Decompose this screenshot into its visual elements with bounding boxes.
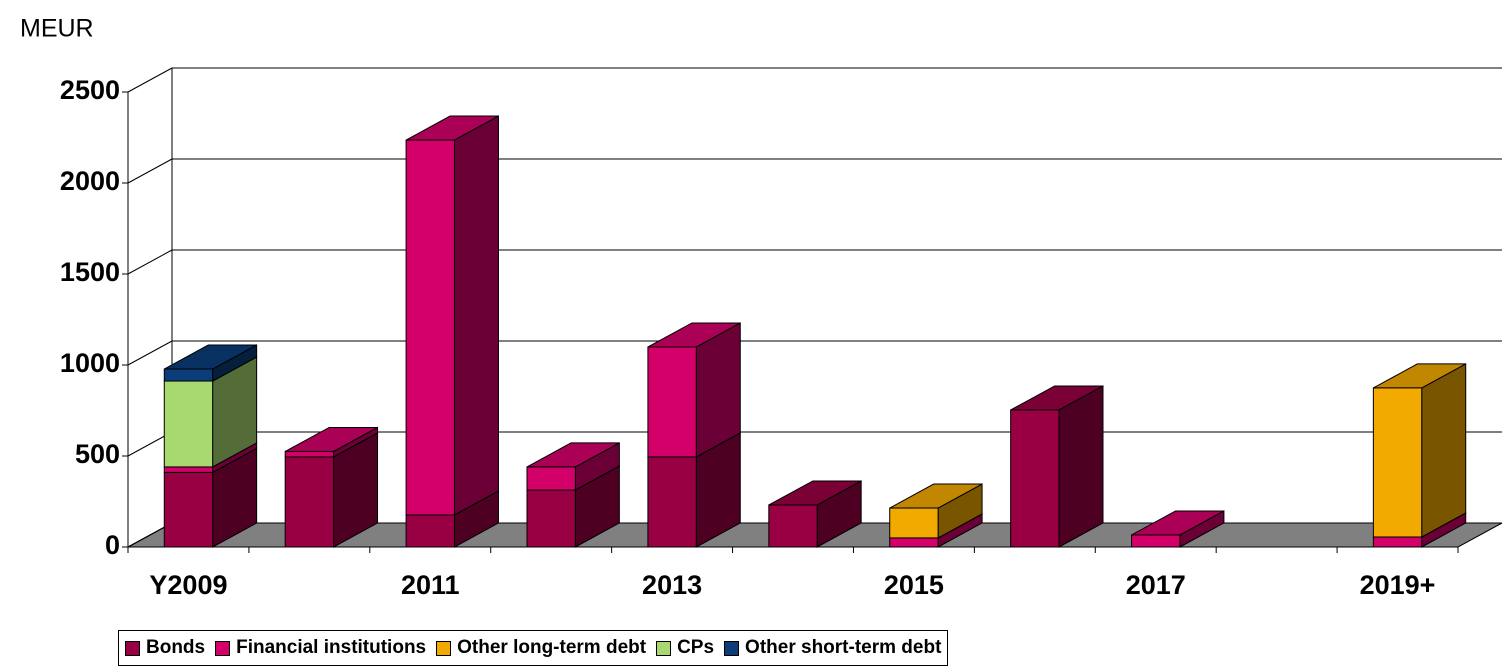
legend-swatch	[125, 640, 140, 656]
bar	[163, 466, 214, 473]
x-tick-label: 2019+	[1360, 570, 1436, 600]
bar	[1372, 387, 1423, 538]
x-tick-label: Y2009	[149, 570, 227, 600]
y-tick-label: 1500	[60, 257, 120, 287]
bar	[405, 139, 455, 516]
bar	[889, 507, 939, 539]
legend-item: Financial institutions	[215, 637, 426, 659]
x-tick-label: 2015	[884, 570, 944, 600]
side-grid	[127, 158, 173, 184]
legend: Bonds Financial institutions Other long-te…	[118, 630, 949, 666]
side-grid	[127, 340, 173, 366]
legend-label: CPs	[677, 637, 715, 658]
bar	[284, 450, 335, 458]
legend-label: Other short-term debt	[745, 637, 942, 658]
legend-label: Other long-term debt	[457, 637, 647, 658]
bar	[526, 489, 576, 548]
y-tick-label: 2000	[60, 166, 120, 196]
x-tick-label: 2011	[401, 570, 460, 600]
bar	[1372, 536, 1423, 548]
bar	[889, 537, 939, 548]
x-tick-label: 2017	[1126, 570, 1186, 600]
legend-swatch	[436, 640, 452, 656]
bar	[647, 346, 697, 458]
bar-side	[1058, 385, 1104, 548]
bar	[768, 504, 818, 548]
chart: MEUR 0 500 1000 1500 2000 2500 Y2009 2011 2013 20…	[20, 15, 1503, 600]
bar	[1010, 409, 1060, 548]
bar-side	[453, 115, 499, 516]
legend-item: Other short-term debt	[724, 637, 941, 659]
legend-item: Bonds	[125, 637, 205, 659]
bar	[526, 466, 576, 491]
legend-swatch	[724, 640, 740, 656]
side-grid	[127, 67, 173, 93]
bar	[163, 368, 214, 382]
y-axis-label: MEUR	[20, 15, 94, 43]
legend-label: Bonds	[146, 637, 206, 658]
y-tick-label: 0	[105, 530, 120, 560]
legend-label: Financial institutions	[236, 637, 427, 658]
legend-item: Other long-term debt	[436, 637, 646, 659]
bar	[163, 471, 214, 548]
x-tick-label: 2013	[642, 570, 702, 600]
bar	[284, 456, 335, 548]
side-grid	[127, 249, 173, 275]
legend-swatch	[656, 640, 672, 656]
bar	[163, 380, 214, 468]
y-tick-label: 500	[75, 439, 120, 469]
bar	[647, 456, 697, 548]
bar	[1131, 534, 1181, 548]
legend-item: CPs	[656, 637, 714, 659]
y-tick-label: 1000	[60, 348, 120, 378]
bar	[405, 514, 455, 548]
bar-side	[1421, 363, 1467, 538]
y-tick-label: 2500	[60, 75, 120, 105]
legend-swatch	[215, 640, 231, 656]
